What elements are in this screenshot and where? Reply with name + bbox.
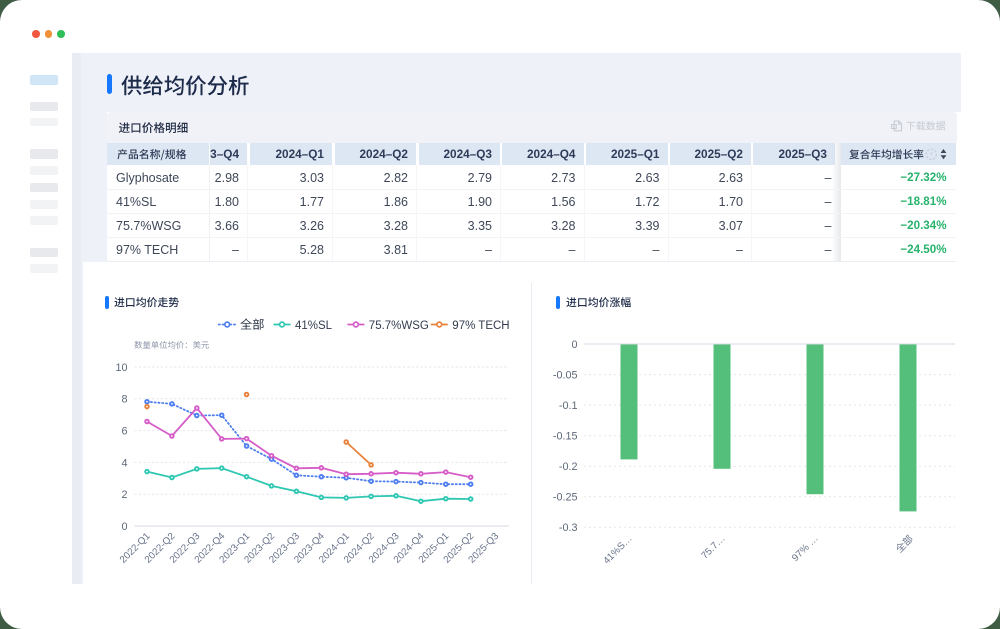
svg-text:-0.05: -0.05	[553, 369, 578, 381]
svg-text:8: 8	[121, 394, 127, 406]
svg-text:0: 0	[571, 339, 577, 351]
svg-text:75.7…: 75.7…	[699, 533, 727, 561]
svg-text:97% …: 97% …	[790, 533, 821, 564]
svg-text:4: 4	[121, 457, 127, 469]
svg-text:-0.3: -0.3	[559, 522, 578, 534]
svg-text:97% TECH: 97% TECH	[452, 320, 509, 332]
svg-text:-0.25: -0.25	[553, 492, 578, 504]
svg-text:75.7%WSG: 75.7%WSG	[369, 320, 429, 332]
svg-text:-0.1: -0.1	[559, 400, 578, 412]
svg-text:0: 0	[121, 521, 127, 533]
svg-text:41%S…: 41%S…	[601, 533, 634, 566]
svg-text:-0.2: -0.2	[559, 461, 578, 473]
svg-text:10: 10	[115, 362, 127, 374]
svg-text:2: 2	[121, 489, 127, 501]
svg-text:-0.15: -0.15	[553, 431, 578, 443]
svg-text:41%SL: 41%SL	[295, 320, 333, 332]
svg-text:6: 6	[121, 426, 127, 438]
